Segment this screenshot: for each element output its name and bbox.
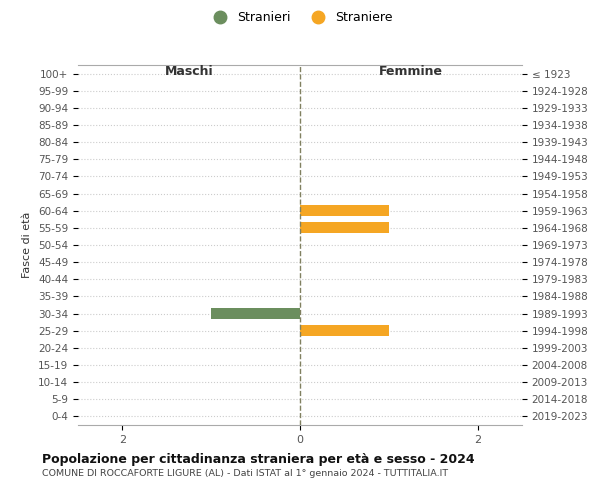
- Text: Femmine: Femmine: [379, 65, 443, 78]
- Text: COMUNE DI ROCCAFORTE LIGURE (AL) - Dati ISTAT al 1° gennaio 2024 - TUTTITALIA.IT: COMUNE DI ROCCAFORTE LIGURE (AL) - Dati …: [42, 468, 448, 477]
- Y-axis label: Fasce di età: Fasce di età: [22, 212, 32, 278]
- Y-axis label: Anni di nascita: Anni di nascita: [598, 204, 600, 286]
- Bar: [300, 325, 389, 336]
- Legend: Stranieri, Straniere: Stranieri, Straniere: [202, 6, 398, 29]
- Bar: [300, 222, 389, 234]
- Text: Maschi: Maschi: [164, 65, 214, 78]
- Bar: [211, 308, 300, 319]
- Bar: [300, 205, 389, 216]
- Text: Popolazione per cittadinanza straniera per età e sesso - 2024: Popolazione per cittadinanza straniera p…: [42, 452, 475, 466]
